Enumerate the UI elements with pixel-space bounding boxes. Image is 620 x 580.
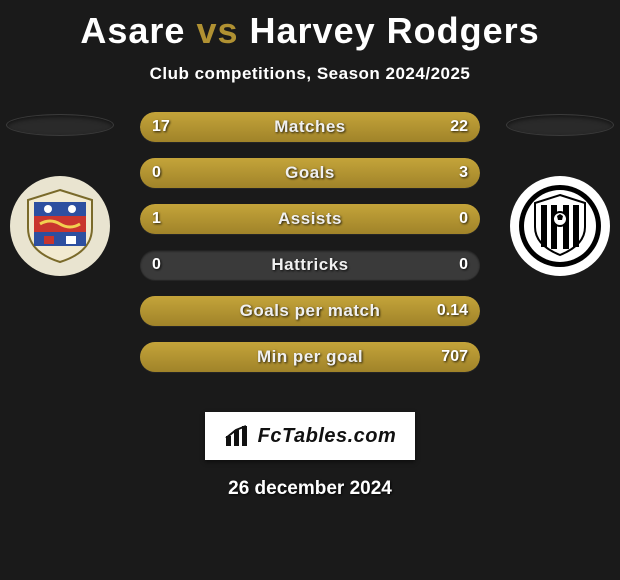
stat-label: Min per goal bbox=[257, 342, 363, 372]
stat-value-right: 3 bbox=[459, 158, 468, 188]
stat-row-matches: 17 Matches 22 bbox=[140, 112, 480, 142]
subtitle: Club competitions, Season 2024/2025 bbox=[0, 64, 620, 84]
club-column-right bbox=[500, 112, 620, 276]
stat-value-left: 0 bbox=[152, 250, 161, 280]
vs-separator: vs bbox=[196, 10, 238, 51]
stat-value-right: 0.14 bbox=[437, 296, 468, 326]
page-title: Asare vs Harvey Rodgers bbox=[0, 10, 620, 52]
stat-value-left: 17 bbox=[152, 112, 170, 142]
stat-label: Assists bbox=[278, 204, 342, 234]
club-crest-right bbox=[510, 176, 610, 276]
stat-row-assists: 1 Assists 0 bbox=[140, 204, 480, 234]
stat-row-hattricks: 0 Hattricks 0 bbox=[140, 250, 480, 280]
bar-chart-icon bbox=[224, 424, 252, 448]
stat-bars: 17 Matches 22 0 Goals 3 1 Assists 0 bbox=[140, 112, 480, 388]
stat-label: Goals bbox=[285, 158, 335, 188]
stat-label: Hattricks bbox=[271, 250, 348, 280]
brand-badge[interactable]: FcTables.com bbox=[205, 412, 415, 460]
stripes-crest-icon bbox=[517, 183, 603, 269]
player-silhouette-shadow-left bbox=[6, 114, 114, 136]
stat-value-right: 0 bbox=[459, 204, 468, 234]
stat-row-goals: 0 Goals 3 bbox=[140, 158, 480, 188]
stat-row-goals-per-match: Goals per match 0.14 bbox=[140, 296, 480, 326]
player-right-name: Harvey Rodgers bbox=[250, 10, 540, 51]
stat-label: Goals per match bbox=[240, 296, 381, 326]
date-text: 26 december 2024 bbox=[0, 478, 620, 500]
stat-value-left: 1 bbox=[152, 204, 161, 234]
player-silhouette-shadow-right bbox=[506, 114, 614, 136]
shield-crest-icon bbox=[20, 186, 100, 266]
stat-row-min-per-goal: Min per goal 707 bbox=[140, 342, 480, 372]
club-crest-left bbox=[10, 176, 110, 276]
stat-value-right: 707 bbox=[441, 342, 468, 372]
player-left-name: Asare bbox=[80, 10, 185, 51]
stat-label: Matches bbox=[274, 112, 346, 142]
stat-value-left: 0 bbox=[152, 158, 161, 188]
brand-text: FcTables.com bbox=[258, 425, 397, 448]
club-column-left bbox=[0, 112, 120, 276]
stat-value-right: 0 bbox=[459, 250, 468, 280]
stat-value-right: 22 bbox=[450, 112, 468, 142]
stats-arena: 17 Matches 22 0 Goals 3 1 Assists 0 bbox=[0, 112, 620, 392]
infographic-root: Asare vs Harvey Rodgers Club competition… bbox=[0, 0, 620, 580]
